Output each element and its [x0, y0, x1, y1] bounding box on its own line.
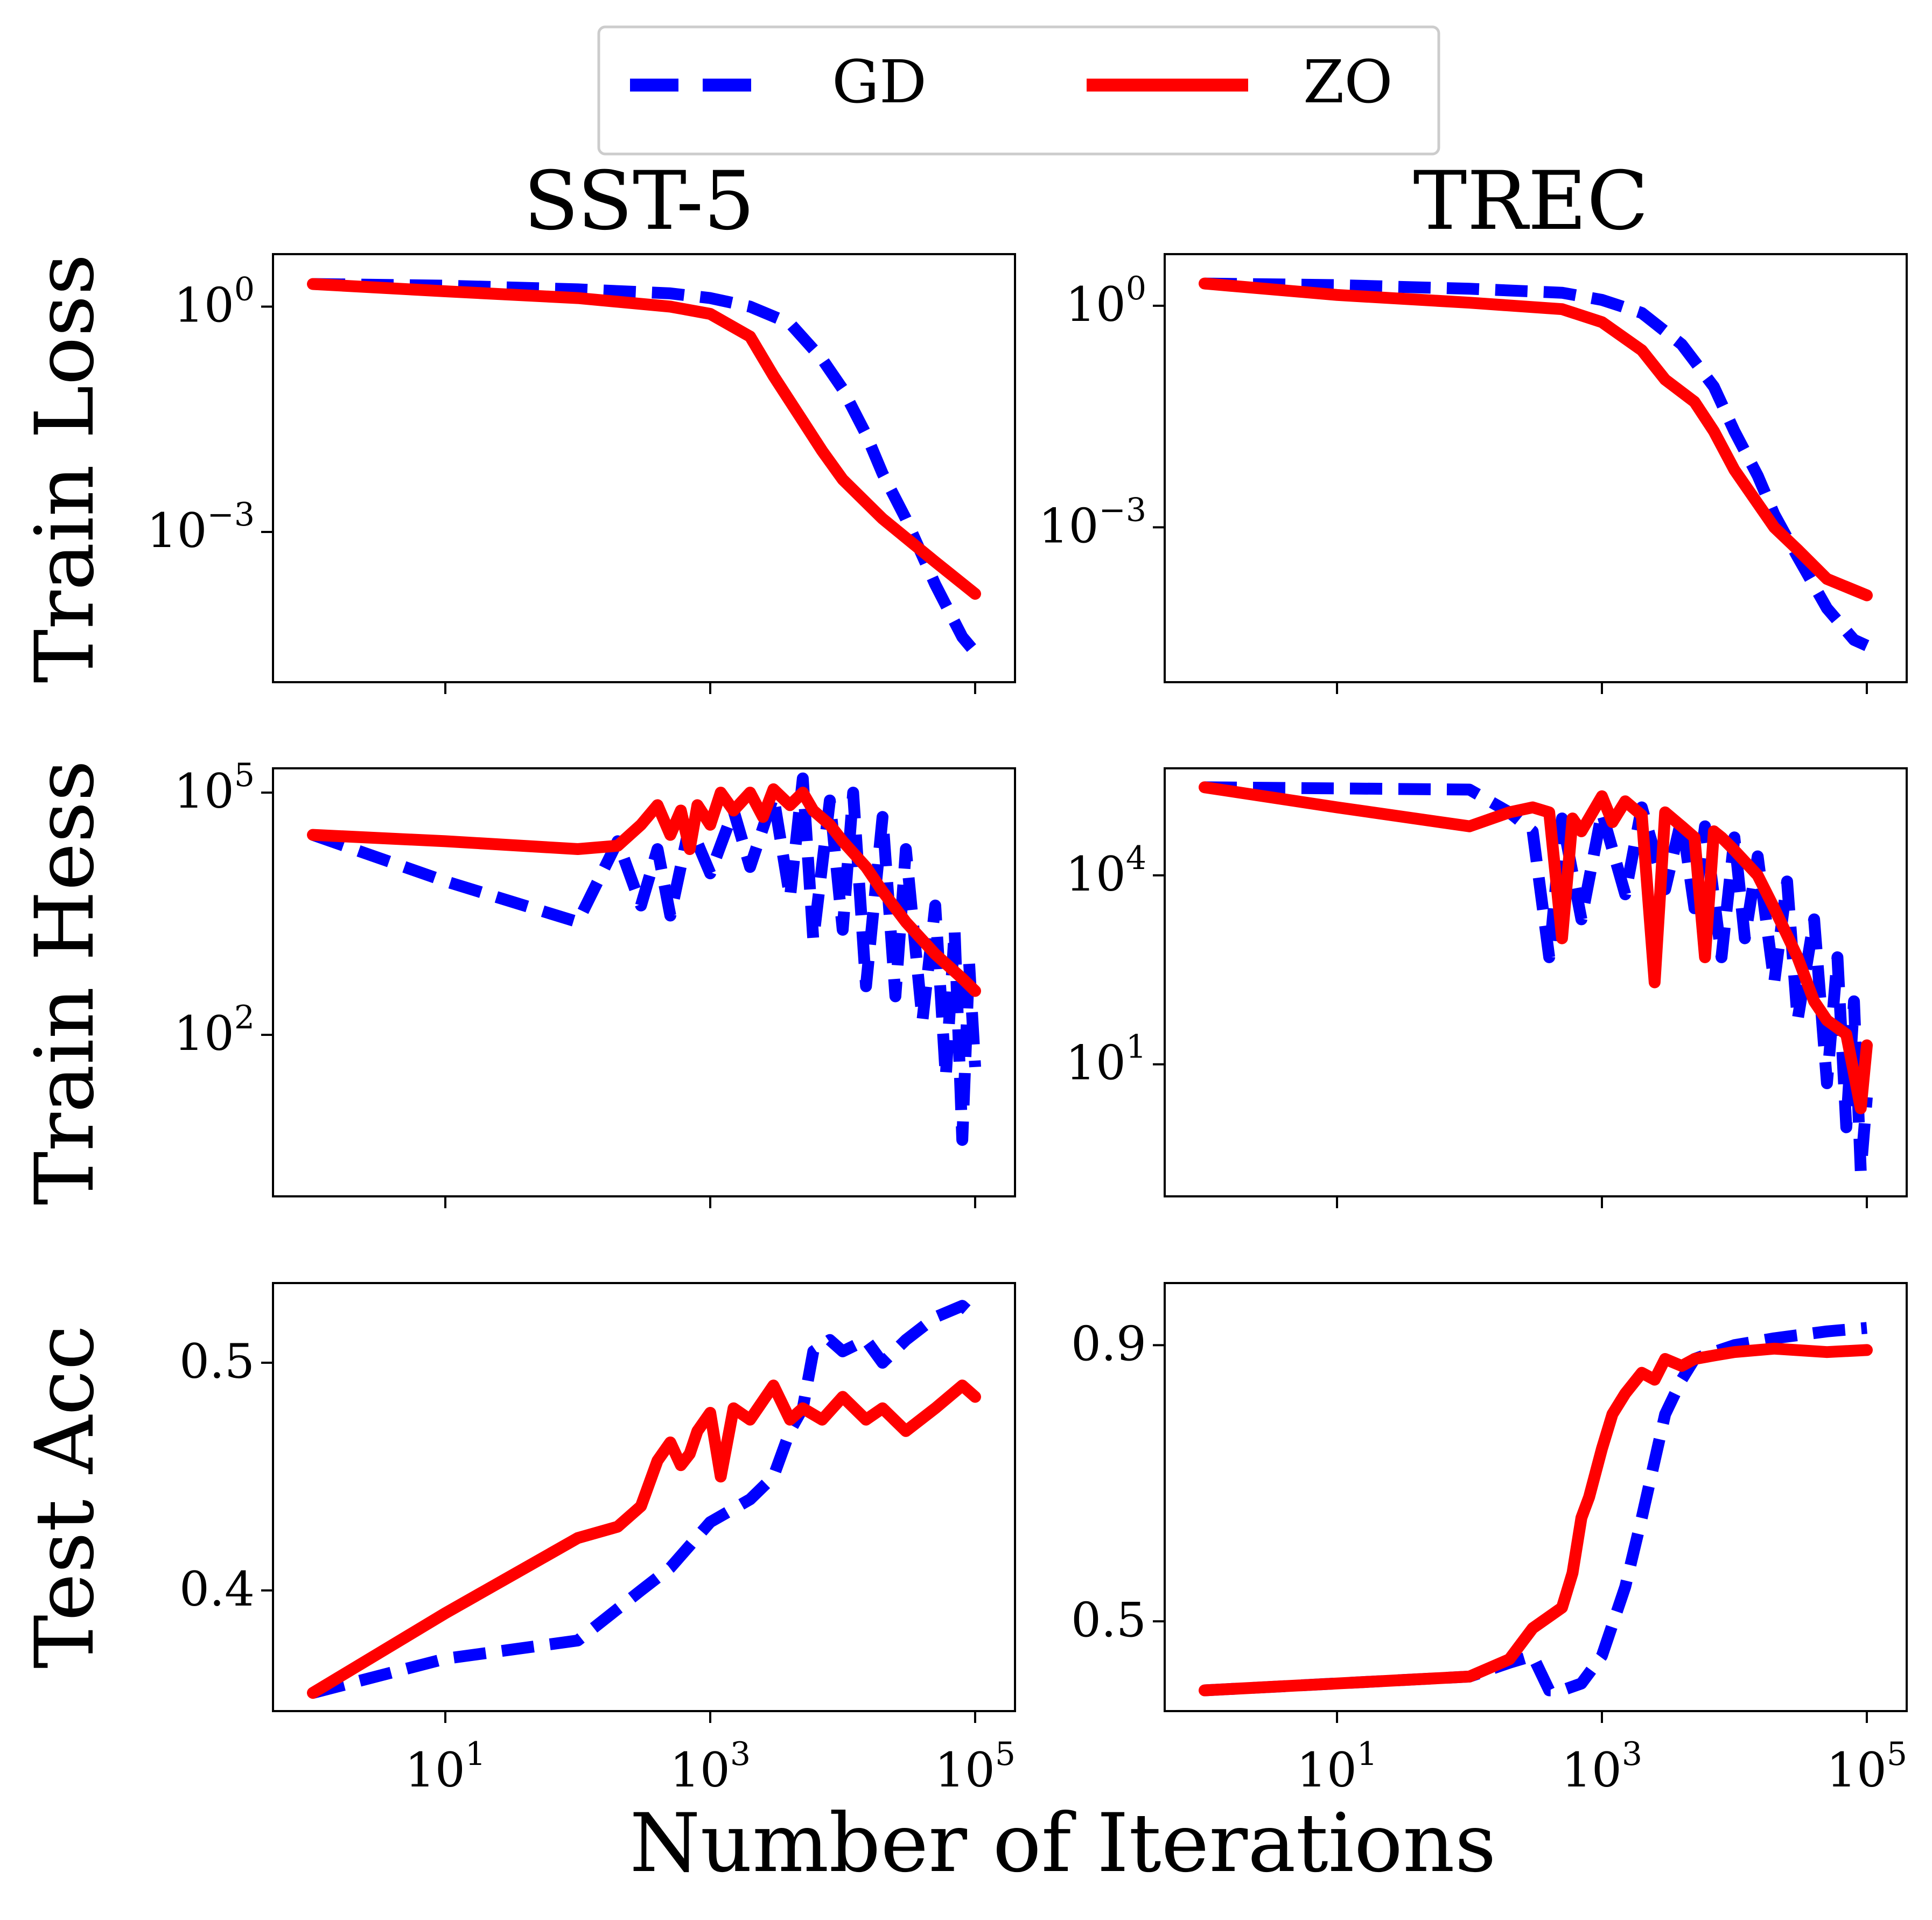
legend-gd-label: GD — [832, 47, 927, 116]
y-tick-label-exponent: 2 — [234, 999, 255, 1036]
series-group — [307, 278, 981, 656]
x-tick-label-exponent: 1 — [1357, 1735, 1377, 1773]
axes-frame — [272, 767, 1016, 1197]
x-tick-label-exponent: 5 — [1887, 1735, 1907, 1773]
axes-frame — [272, 1282, 1016, 1712]
series-line-zo — [307, 278, 981, 600]
y-tick-label-base: 10 — [174, 763, 234, 819]
legend-frame — [597, 25, 1440, 156]
series-line-zo — [307, 1379, 981, 1699]
series-group — [1199, 1322, 1873, 1697]
y-tick-label-exponent: 0 — [1126, 270, 1146, 307]
series-line-zo — [1199, 277, 1873, 601]
x-tick-label-exponent: 3 — [1622, 1735, 1642, 1773]
axes-frame — [1164, 253, 1908, 683]
series-group — [307, 1300, 981, 1699]
axes-frame — [1164, 1282, 1908, 1712]
y-tick-label-base: 10 — [174, 278, 234, 333]
series-line-zo — [1199, 1342, 1873, 1697]
row-label-train-hess: Train Hess — [18, 760, 112, 1206]
y-tick-label: 10−3 — [1039, 491, 1146, 553]
y-tick-label-exponent: −3 — [1099, 491, 1146, 529]
y-tick-label: 105 — [174, 756, 255, 819]
x-tick-label-base: 10 — [405, 1742, 465, 1798]
legend-zo-label: ZO — [1303, 47, 1393, 116]
y-tick-label-base: 10 — [1066, 277, 1126, 332]
y-tick-label-exponent: 1 — [1126, 1028, 1146, 1066]
series-line-gd — [312, 278, 980, 656]
x-tick-label: 105 — [1826, 1735, 1907, 1798]
y-tick-label-base: 10 — [1066, 846, 1126, 902]
x-tick-label: 103 — [1562, 1735, 1642, 1798]
x-tick-label-base: 10 — [1562, 1742, 1622, 1798]
series-line-gd — [311, 772, 981, 1146]
y-tick-label: 0.4 — [179, 1561, 255, 1617]
y-tick-label: 100 — [174, 271, 255, 333]
row-label-test-acc: Test Acc — [18, 1325, 112, 1669]
x-tick-label-base: 10 — [935, 1742, 995, 1798]
x-tick-label-base: 10 — [1826, 1742, 1887, 1798]
y-tick-label-base: 10 — [147, 503, 207, 558]
x-tick-label: 101 — [405, 1735, 486, 1798]
legend: GD ZO — [597, 25, 1440, 156]
column-title-trec: TREC — [1413, 155, 1648, 248]
y-tick-label-base: 10 — [1066, 1035, 1126, 1091]
column-title-sst5: SST-5 — [523, 155, 755, 248]
y-tick-label: 10−3 — [147, 496, 255, 558]
y-tick-label-base: 0.5 — [179, 1334, 255, 1389]
series-group — [1199, 277, 1873, 651]
axes-frame — [272, 253, 1016, 683]
x-tick-label-exponent: 3 — [730, 1735, 751, 1773]
y-tick-label: 102 — [174, 999, 255, 1061]
y-tick-label-base: 10 — [1039, 498, 1099, 553]
y-tick-label-exponent: 0 — [234, 271, 255, 309]
y-tick-label: 104 — [1066, 839, 1146, 902]
series-line-gd — [1204, 781, 1873, 1178]
series-group — [307, 772, 981, 1146]
series-line-gd — [1204, 1322, 1867, 1697]
y-tick-label-exponent: −3 — [207, 496, 255, 534]
y-tick-label-base: 0.9 — [1071, 1316, 1146, 1371]
row-label-train-loss: Train Loss — [18, 254, 112, 683]
series-line-zo — [1199, 781, 1873, 1115]
x-tick-label: 103 — [670, 1735, 751, 1798]
x-axis-label: Number of Iterations — [629, 1797, 1496, 1890]
y-tick-label: 0.5 — [179, 1334, 255, 1389]
series-line-gd — [1204, 277, 1870, 651]
x-tick-label-base: 10 — [670, 1742, 730, 1798]
y-tick-label-exponent: 4 — [1126, 839, 1146, 877]
x-tick-label: 101 — [1297, 1735, 1377, 1798]
y-tick-label: 100 — [1066, 270, 1146, 332]
x-tick-label-exponent: 5 — [995, 1735, 1016, 1773]
series-group — [1199, 781, 1873, 1178]
y-tick-label-base: 0.4 — [179, 1561, 255, 1617]
x-tick-label: 105 — [935, 1735, 1016, 1798]
x-tick-label-exponent: 1 — [465, 1735, 486, 1773]
x-tick-label-base: 10 — [1297, 1742, 1357, 1798]
axes-frame — [1164, 767, 1908, 1197]
y-tick-label: 0.9 — [1071, 1316, 1146, 1371]
y-tick-label-base: 10 — [174, 1006, 234, 1061]
series-line-zo — [307, 783, 981, 997]
y-tick-label: 0.5 — [1071, 1592, 1146, 1648]
y-tick-label-exponent: 5 — [234, 756, 255, 794]
y-tick-label: 101 — [1066, 1028, 1146, 1091]
y-tick-label-base: 0.5 — [1071, 1592, 1146, 1648]
